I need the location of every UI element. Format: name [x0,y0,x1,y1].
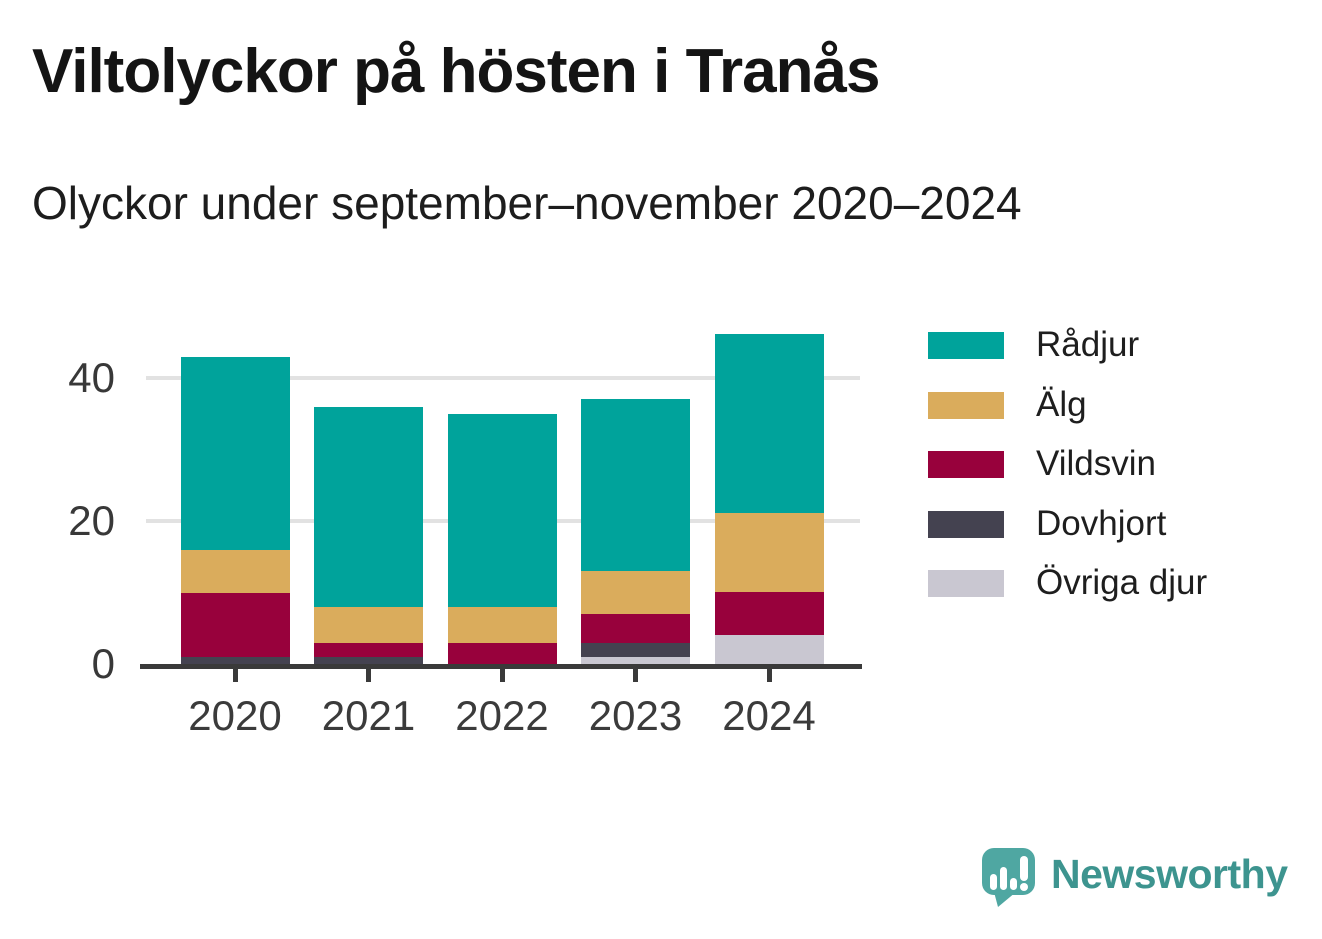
chart-subtitle: Olyckor under september–november 2020–20… [32,177,1022,229]
x-axis-line [140,664,862,669]
x-axis-tick [633,669,638,682]
bar-segment [314,607,423,643]
bar-segment [714,635,824,664]
bar-segment [447,643,557,664]
bar-segment [581,614,690,643]
bar-segment [180,657,290,664]
x-axis-tick-label: 2020 [188,692,282,739]
x-axis-tick-label: 2021 [321,692,416,739]
bar-segment [581,571,690,614]
legend-label: Vildsvin [1036,444,1156,483]
bar-segment [314,643,423,657]
x-axis-tick [366,669,371,682]
legend-swatch [928,332,1004,359]
bar-segment [581,643,690,657]
legend-label: Rådjur [1036,325,1140,364]
bar-segment [581,657,690,664]
chart-title: Viltolyckor på hösten i Tranås [32,37,880,106]
brand-name: Newsworthy [1051,851,1288,897]
legend-swatch [928,570,1004,597]
x-axis-tick-label: 2024 [722,692,816,739]
y-axis-tick-label: 0 [91,640,115,687]
y-axis-tick-label: 20 [68,497,115,544]
legend-label: Dovhjort [1036,503,1167,543]
y-axis-tick-label: 40 [68,354,115,401]
bar-segment [447,607,557,643]
legend-label: Älg [1036,384,1087,424]
bar-segment [180,550,290,593]
bar-segment [714,334,824,513]
x-axis-tick-label: 2022 [455,692,549,739]
bar-segment [581,399,690,571]
bar-segment [714,592,824,635]
legend-swatch [928,510,1004,538]
newsworthy-logo-icon [982,848,1035,913]
bar-segment [714,513,824,592]
legend-swatch [928,391,1004,419]
x-axis-tick [766,669,772,682]
legend-label: Övriga djur [1036,563,1208,602]
bar-segment [447,414,557,607]
x-axis-tick [499,669,505,682]
x-axis-tick [232,669,238,682]
bar-segment [180,593,290,657]
bar-segment [314,407,423,607]
legend-swatch [928,451,1004,478]
gridline-40 [146,376,860,380]
x-axis-tick-label: 2023 [588,692,683,739]
bar-segment [314,657,423,664]
bar-segment [180,357,290,550]
